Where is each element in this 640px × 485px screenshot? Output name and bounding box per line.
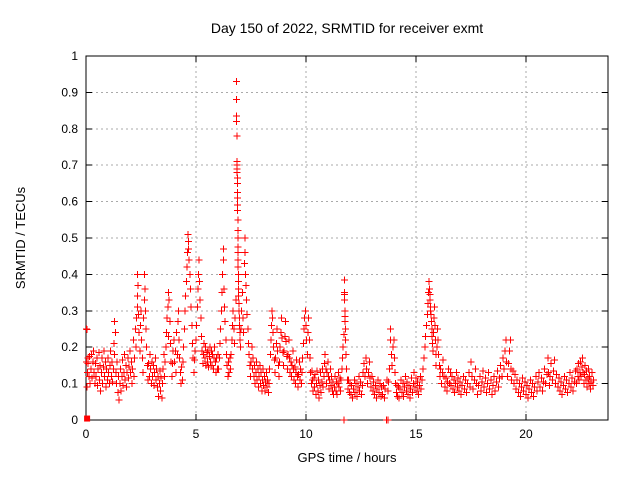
tick-labels: 0 5 10 15 20 0 0.1 0.2 0.3 0.4 0.5 0.6 0.7 0.8 0.9 1	[61, 49, 533, 441]
y-axis-label: SRMTID / TECUs	[13, 186, 28, 289]
y-tick-label: 0.8	[61, 122, 78, 136]
chart-title: Day 150 of 2022, SRMTID for receiver exm…	[211, 20, 483, 36]
y-tick-label: 0	[71, 413, 78, 427]
x-tick-label: 0	[83, 427, 90, 441]
gridlines	[86, 56, 608, 420]
y-tick-label: 0.4	[61, 267, 78, 281]
y-tick-label: 0.5	[61, 231, 78, 245]
x-tick-label: 20	[519, 427, 533, 441]
y-tick-label: 0.2	[61, 340, 78, 354]
x-tick-label: 5	[193, 427, 200, 441]
y-tick-label: 0.1	[61, 377, 78, 391]
data-points	[82, 78, 598, 424]
x-axis-label: GPS time / hours	[298, 450, 397, 465]
x-tick-label: 10	[299, 427, 313, 441]
y-tick-label: 0.7	[61, 158, 78, 172]
y-tick-label: 1	[71, 49, 78, 63]
y-tick-label: 0.3	[61, 304, 78, 318]
square-marker	[84, 415, 91, 422]
x-tick-label: 15	[409, 427, 423, 441]
y-tick-label: 0.9	[61, 85, 78, 99]
y-tick-label: 0.6	[61, 195, 78, 209]
